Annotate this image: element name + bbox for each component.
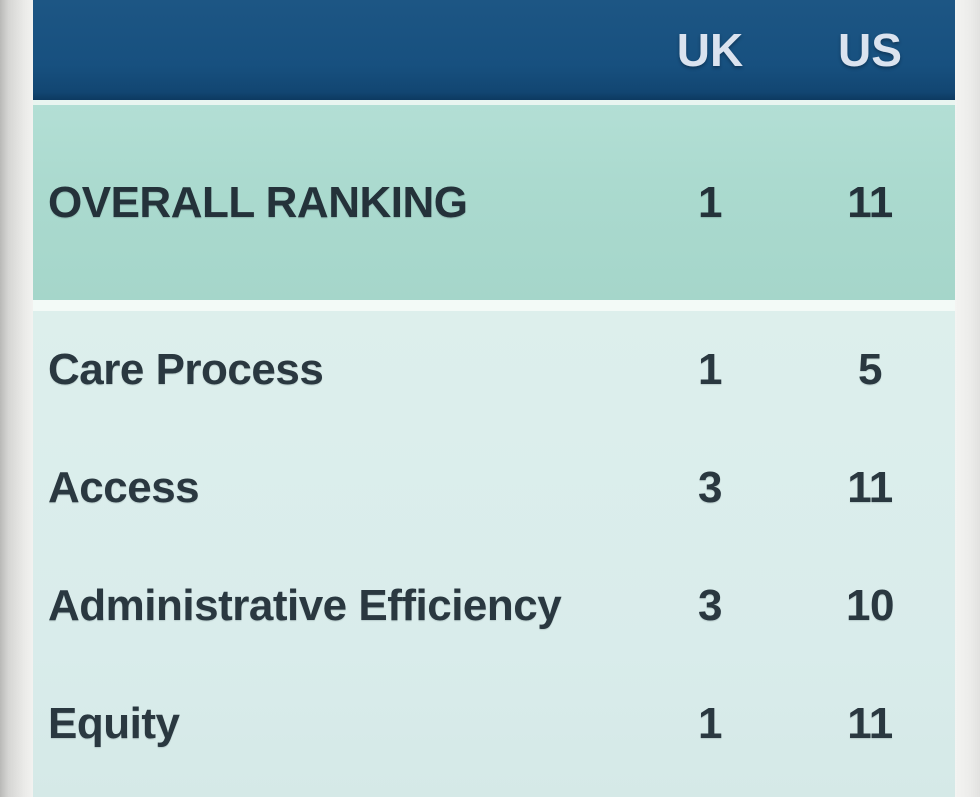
row-label: Administrative Efficiency bbox=[48, 581, 562, 630]
band-divider bbox=[33, 100, 955, 105]
overall-ranking-row: OVERALL RANKING 1 11 bbox=[33, 105, 955, 300]
overall-ranking-label: OVERALL RANKING bbox=[48, 177, 468, 227]
table-row-access: Access 3 11 bbox=[33, 429, 955, 547]
us-value: 10 bbox=[846, 581, 894, 630]
column-header-uk: UK bbox=[676, 24, 744, 76]
table-header-row: UK US bbox=[33, 0, 955, 100]
left-margin-strip bbox=[0, 0, 33, 797]
column-header-us: US bbox=[838, 24, 902, 76]
table-row-care-process: Care Process 1 5 bbox=[33, 311, 955, 429]
overall-us-value: 11 bbox=[847, 177, 893, 227]
uk-value: 1 bbox=[698, 345, 722, 394]
row-label: Access bbox=[48, 463, 200, 512]
us-value: 11 bbox=[847, 699, 893, 748]
ranking-comparison-table: UK US OVERALL RANKING 1 11 Care Process … bbox=[33, 0, 955, 797]
category-rows-band: Care Process 1 5 Access 3 11 Administrat… bbox=[33, 311, 955, 797]
table-row-administrative-efficiency: Administrative Efficiency 3 10 bbox=[33, 547, 955, 665]
uk-value: 3 bbox=[698, 581, 722, 630]
uk-value: 1 bbox=[698, 699, 722, 748]
row-label: Equity bbox=[48, 699, 180, 748]
right-margin-strip bbox=[955, 0, 980, 797]
row-label: Care Process bbox=[48, 345, 324, 394]
table-row-equity: Equity 1 11 bbox=[33, 665, 955, 783]
us-value: 11 bbox=[847, 463, 893, 512]
band-divider bbox=[33, 300, 955, 311]
uk-value: 3 bbox=[698, 463, 722, 512]
us-value: 5 bbox=[858, 345, 882, 394]
overall-uk-value: 1 bbox=[698, 177, 722, 227]
